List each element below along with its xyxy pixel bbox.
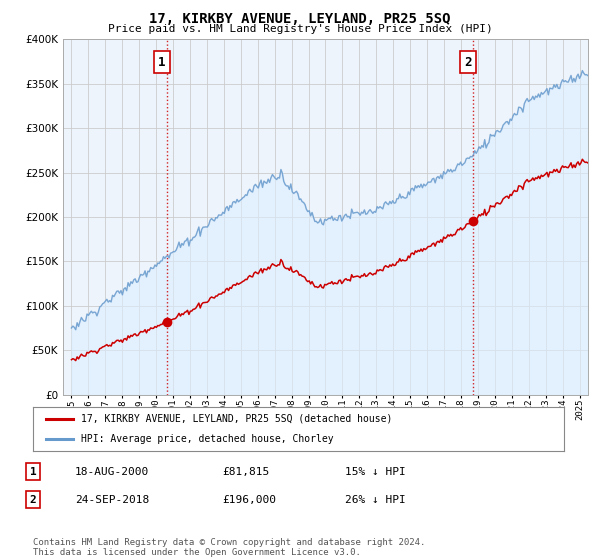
Text: HPI: Average price, detached house, Chorley: HPI: Average price, detached house, Chor…: [81, 434, 334, 444]
Text: 1: 1: [158, 56, 166, 69]
Text: £196,000: £196,000: [222, 494, 276, 505]
Text: Price paid vs. HM Land Registry's House Price Index (HPI): Price paid vs. HM Land Registry's House …: [107, 24, 493, 34]
Text: Contains HM Land Registry data © Crown copyright and database right 2024.
This d: Contains HM Land Registry data © Crown c…: [33, 538, 425, 557]
Text: 17, KIRKBY AVENUE, LEYLAND, PR25 5SQ (detached house): 17, KIRKBY AVENUE, LEYLAND, PR25 5SQ (de…: [81, 414, 392, 424]
Text: 1: 1: [29, 466, 37, 477]
Text: £81,815: £81,815: [222, 466, 269, 477]
Text: 2: 2: [464, 56, 472, 69]
Text: 24-SEP-2018: 24-SEP-2018: [75, 494, 149, 505]
Text: 15% ↓ HPI: 15% ↓ HPI: [345, 466, 406, 477]
Text: 2: 2: [29, 494, 37, 505]
Text: 17, KIRKBY AVENUE, LEYLAND, PR25 5SQ: 17, KIRKBY AVENUE, LEYLAND, PR25 5SQ: [149, 12, 451, 26]
Text: 18-AUG-2000: 18-AUG-2000: [75, 466, 149, 477]
Text: 26% ↓ HPI: 26% ↓ HPI: [345, 494, 406, 505]
